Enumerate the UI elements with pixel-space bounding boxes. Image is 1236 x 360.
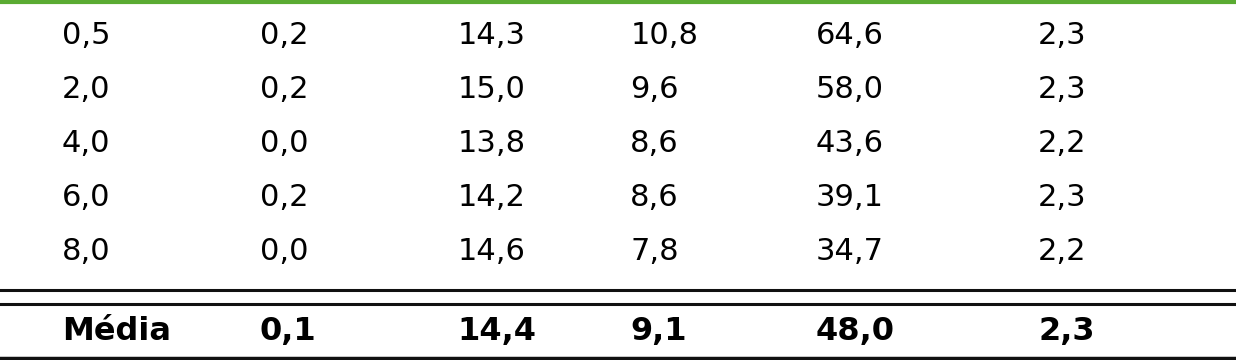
Text: 14,2: 14,2: [457, 184, 525, 212]
Text: 8,6: 8,6: [630, 184, 679, 212]
Text: 2,3: 2,3: [1038, 184, 1086, 212]
Text: 0,2: 0,2: [260, 184, 308, 212]
Text: 43,6: 43,6: [816, 130, 884, 158]
Text: 2,3: 2,3: [1038, 316, 1095, 347]
Text: 2,3: 2,3: [1038, 76, 1086, 104]
Text: 13,8: 13,8: [457, 130, 525, 158]
Text: 58,0: 58,0: [816, 76, 884, 104]
Text: 4,0: 4,0: [62, 130, 110, 158]
Text: Média: Média: [62, 316, 171, 347]
Text: 6,0: 6,0: [62, 184, 110, 212]
Text: 7,8: 7,8: [630, 238, 679, 266]
Text: 0,0: 0,0: [260, 238, 308, 266]
Text: 14,3: 14,3: [457, 22, 525, 50]
Text: 14,4: 14,4: [457, 316, 536, 347]
Text: 2,3: 2,3: [1038, 22, 1086, 50]
Text: 2,0: 2,0: [62, 76, 110, 104]
Text: 14,6: 14,6: [457, 238, 525, 266]
Text: 2,2: 2,2: [1038, 130, 1086, 158]
Text: 15,0: 15,0: [457, 76, 525, 104]
Text: 0,5: 0,5: [62, 22, 110, 50]
Text: 0,2: 0,2: [260, 76, 308, 104]
Text: 8,6: 8,6: [630, 130, 679, 158]
Text: 2,2: 2,2: [1038, 238, 1086, 266]
Text: 34,7: 34,7: [816, 238, 884, 266]
Text: 10,8: 10,8: [630, 22, 698, 50]
Text: 8,0: 8,0: [62, 238, 110, 266]
Text: 39,1: 39,1: [816, 184, 884, 212]
Text: 64,6: 64,6: [816, 22, 884, 50]
Text: 0,2: 0,2: [260, 22, 308, 50]
Text: 9,1: 9,1: [630, 316, 687, 347]
Text: 48,0: 48,0: [816, 316, 895, 347]
Text: 0,1: 0,1: [260, 316, 316, 347]
Text: 0,0: 0,0: [260, 130, 308, 158]
Text: 9,6: 9,6: [630, 76, 679, 104]
